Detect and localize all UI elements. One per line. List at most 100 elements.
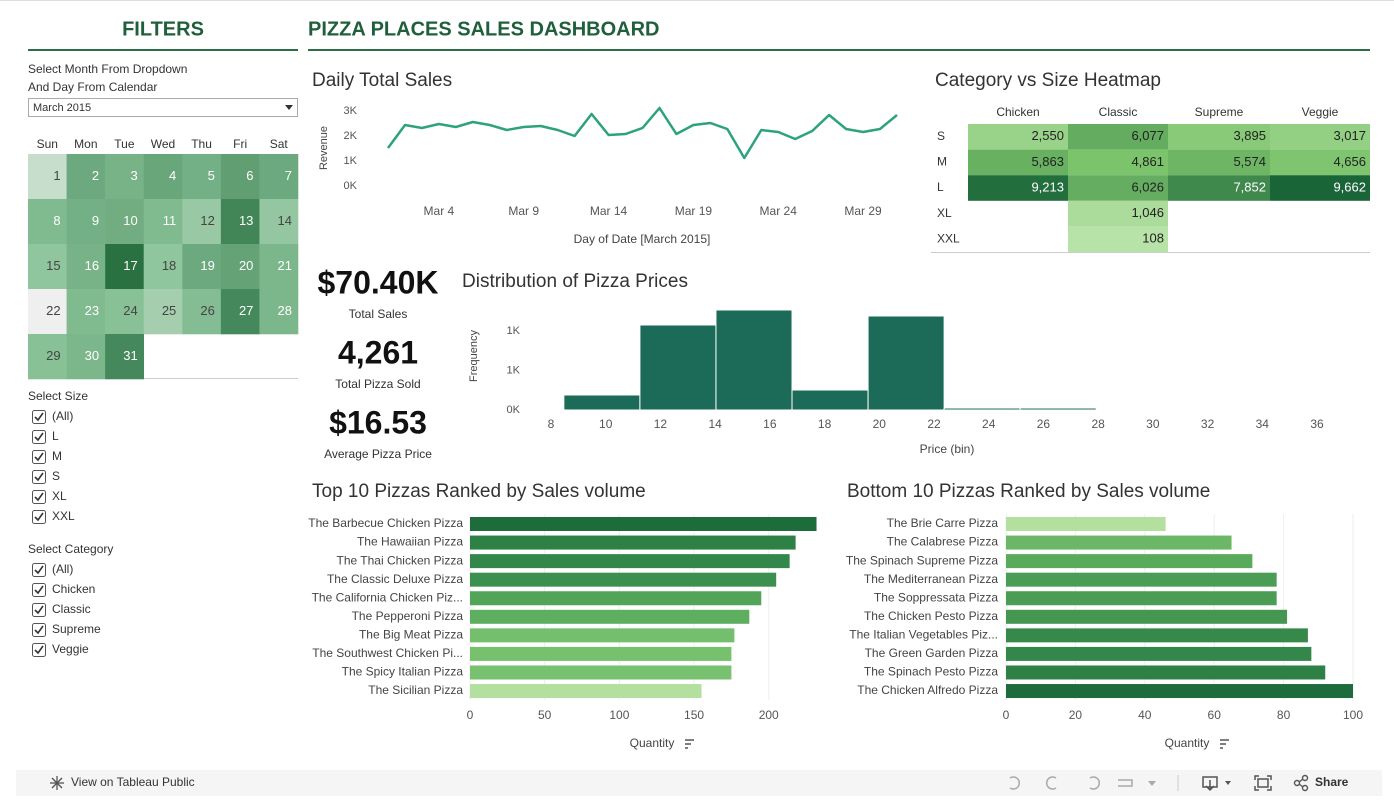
calendar-day[interactable] (143, 244, 183, 290)
calendar-day[interactable] (259, 244, 299, 290)
calendar-day-number[interactable]: 15 (46, 258, 60, 273)
calendar-day[interactable] (66, 244, 106, 290)
calendar-day[interactable] (220, 199, 260, 245)
calendar-day[interactable] (105, 244, 145, 290)
checkmark[interactable] (34, 565, 44, 575)
calendar-day-number[interactable]: 17 (123, 258, 137, 273)
checkmark[interactable] (34, 512, 44, 522)
calendar-day[interactable] (259, 154, 299, 200)
calendar-day[interactable] (66, 289, 106, 335)
share-button[interactable]: Share (1315, 775, 1349, 789)
checkbox-label[interactable]: M (52, 449, 62, 463)
view-on-tableau[interactable]: View on Tableau Public (71, 775, 195, 789)
checkbox[interactable] (32, 490, 46, 504)
checkbox[interactable] (32, 410, 46, 424)
calendar-day[interactable] (28, 334, 67, 380)
calendar-day-number[interactable]: 13 (239, 213, 253, 228)
calendar-day[interactable] (28, 289, 67, 335)
calendar-day[interactable] (28, 154, 67, 200)
calendar-day-number[interactable]: 12 (200, 213, 214, 228)
checkmark[interactable] (34, 412, 44, 422)
undo-icon[interactable] (1009, 776, 1020, 790)
dropdown-box[interactable] (28, 98, 298, 117)
calendar-day-number[interactable]: 31 (123, 348, 137, 363)
sort-icon[interactable] (1220, 739, 1229, 749)
month-dropdown[interactable]: March 2015 (28, 98, 298, 117)
checkbox[interactable] (32, 563, 46, 577)
calendar-day-number[interactable]: 14 (278, 213, 292, 228)
checkmark[interactable] (34, 452, 44, 462)
checkmark[interactable] (34, 625, 44, 635)
calendar-day[interactable] (182, 154, 222, 200)
calendar-day[interactable] (143, 154, 183, 200)
calendar-day[interactable] (105, 289, 145, 335)
calendar-day[interactable] (66, 334, 106, 380)
calendar-day-number[interactable]: 16 (85, 258, 99, 273)
calendar-day-number[interactable]: 19 (200, 258, 214, 273)
calendar-day-number[interactable]: 8 (53, 213, 60, 228)
download-icon[interactable] (1202, 776, 1231, 792)
calendar-day[interactable] (143, 289, 183, 335)
checkbox-label[interactable]: L (52, 429, 59, 443)
checkbox[interactable] (32, 430, 46, 444)
calendar-day[interactable] (28, 199, 67, 245)
checkbox[interactable] (32, 643, 46, 657)
sort-icon[interactable] (685, 739, 694, 749)
calendar-day[interactable] (143, 199, 183, 245)
checkmark[interactable] (34, 492, 44, 502)
checkbox-label[interactable]: XXL (52, 509, 75, 523)
tableau-icon[interactable] (50, 776, 64, 790)
calendar-day-number[interactable]: 22 (46, 303, 60, 318)
checkmark[interactable] (34, 605, 44, 615)
calendar-day-number[interactable]: 11 (163, 213, 177, 228)
calendar-day-number[interactable]: 9 (92, 213, 99, 228)
calendar-day-number[interactable]: 25 (162, 303, 176, 318)
checkbox[interactable] (32, 470, 46, 484)
checkbox-label[interactable]: S (52, 469, 60, 483)
checkbox[interactable] (32, 583, 46, 597)
calendar-day-number[interactable]: 30 (85, 348, 99, 363)
calendar-day-number[interactable]: 26 (200, 303, 214, 318)
dropdown-arrow[interactable] (285, 105, 293, 110)
calendar-day-number[interactable]: 29 (46, 348, 60, 363)
calendar-day[interactable] (28, 244, 67, 290)
checkbox[interactable] (32, 510, 46, 524)
calendar-day-number[interactable]: 3 (130, 168, 137, 183)
calendar-day[interactable] (220, 289, 260, 335)
refresh-icon[interactable] (1118, 779, 1133, 787)
calendar-day-number[interactable]: 5 (208, 168, 215, 183)
redo-icon[interactable] (1046, 776, 1057, 790)
calendar-day-number[interactable]: 27 (239, 303, 253, 318)
calendar-day[interactable] (259, 199, 299, 245)
calendar-day-number[interactable]: 20 (239, 258, 253, 273)
calendar-day[interactable] (182, 289, 222, 335)
checkmark[interactable] (34, 472, 44, 482)
calendar-day[interactable] (220, 244, 260, 290)
dropdown-value[interactable]: March 2015 (33, 102, 91, 114)
checkbox-label[interactable]: (All) (52, 409, 73, 423)
checkbox[interactable] (32, 450, 46, 464)
checkbox-label[interactable]: Chicken (52, 582, 95, 596)
download-arrow[interactable] (1205, 780, 1215, 792)
calendar-day[interactable] (220, 154, 260, 200)
checkbox-label[interactable]: Classic (52, 602, 91, 616)
calendar-day-number[interactable]: 21 (278, 258, 292, 273)
fullscreen-icon[interactable] (1254, 775, 1272, 791)
calendar-day[interactable] (66, 154, 106, 200)
calendar-day-number[interactable]: 7 (285, 168, 292, 183)
checkbox[interactable] (32, 603, 46, 617)
checkmark[interactable] (34, 432, 44, 442)
calendar-day[interactable] (182, 199, 222, 245)
checkbox-label[interactable]: Veggie (52, 642, 89, 656)
calendar-day[interactable] (259, 289, 299, 335)
calendar-day[interactable] (105, 154, 145, 200)
checkbox-label[interactable]: Supreme (52, 622, 101, 636)
calendar-day[interactable] (182, 244, 222, 290)
download-caret[interactable] (1225, 781, 1231, 785)
calendar-day-number[interactable]: 28 (278, 303, 292, 318)
checkbox-label[interactable]: (All) (52, 562, 73, 576)
calendar-day-number[interactable]: 2 (92, 168, 99, 183)
calendar-day[interactable] (105, 334, 145, 380)
calendar-day[interactable] (105, 199, 145, 245)
checkbox[interactable] (32, 623, 46, 637)
